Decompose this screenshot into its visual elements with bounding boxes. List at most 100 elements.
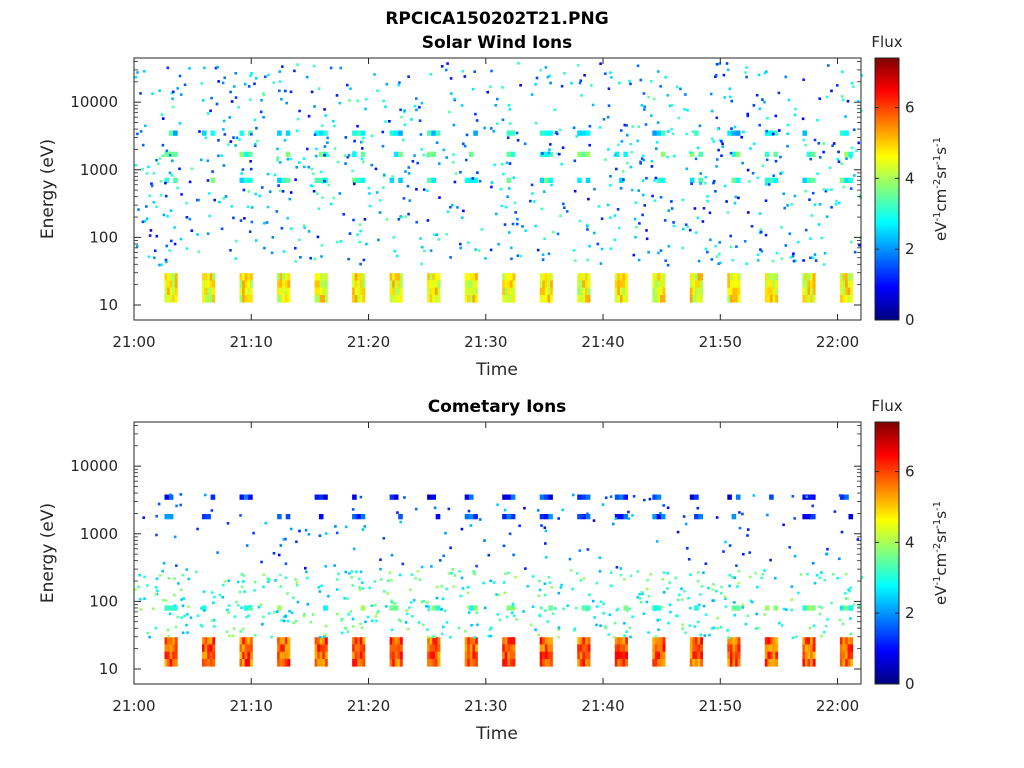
spectrogram-cell xyxy=(151,92,154,95)
spectrogram-cell xyxy=(552,230,555,234)
spectrogram-cell xyxy=(314,280,318,288)
spectrogram-cell xyxy=(266,73,270,77)
spectrogram-cell xyxy=(143,575,146,579)
spectrogram-cell xyxy=(852,603,856,606)
spectrogram-cell xyxy=(307,230,311,233)
spectrogram-cell xyxy=(709,92,713,96)
spectrogram-cell xyxy=(490,69,493,73)
spectrogram-cell xyxy=(435,233,439,237)
spectrogram-cell xyxy=(397,273,401,281)
spectrogram-cell xyxy=(699,633,702,637)
spectrogram-cell xyxy=(316,192,319,195)
spectrogram-cell xyxy=(393,151,399,157)
spectrogram-cell xyxy=(356,130,361,136)
spectrogram-cell xyxy=(211,170,214,173)
spectrogram-cell xyxy=(314,177,320,183)
spectrogram-cell xyxy=(282,280,286,288)
spectrogram-cell xyxy=(623,578,626,581)
spectrogram-cell xyxy=(312,172,315,175)
spectrogram-cell xyxy=(844,151,849,157)
spectrogram-cell xyxy=(849,240,853,244)
spectrogram-cell xyxy=(431,151,436,157)
spectrogram-cell xyxy=(403,496,406,499)
spectrogram-cell xyxy=(502,494,507,500)
spectrogram-cell xyxy=(247,644,251,652)
spectrogram-cell xyxy=(593,231,596,235)
spectrogram-cell xyxy=(723,96,726,99)
spectrogram-cell xyxy=(207,659,211,667)
spectrogram-cell xyxy=(427,273,430,281)
spectrogram-cell xyxy=(475,273,478,281)
spectrogram-cell xyxy=(830,188,833,191)
spectrogram-cell xyxy=(827,64,830,67)
spectrogram-cell xyxy=(254,192,257,196)
spectrogram-cell xyxy=(587,637,591,645)
spectrogram-cell xyxy=(389,287,393,296)
spectrogram-cell xyxy=(547,576,551,579)
spectrogram-cell xyxy=(593,187,596,191)
spectrogram-cell xyxy=(173,535,177,539)
spectrogram-cell xyxy=(599,262,603,265)
spectrogram-cell xyxy=(162,598,165,602)
spectrogram-cell xyxy=(697,637,701,645)
spectrogram-cell xyxy=(276,158,279,162)
spectrogram-cell xyxy=(850,287,854,296)
spectrogram-cell xyxy=(426,189,429,192)
spectrogram-cell xyxy=(155,205,158,209)
spectrogram-cell xyxy=(625,295,628,303)
spectrogram-cell xyxy=(622,178,625,181)
spectrogram-cell xyxy=(284,615,287,618)
spectrogram-cell xyxy=(492,581,496,584)
spectrogram-cell xyxy=(847,651,851,660)
spectrogram-cell xyxy=(407,627,410,631)
spectrogram-cell xyxy=(204,659,208,667)
spectrogram-cell xyxy=(625,651,628,660)
spectrogram-cell xyxy=(427,494,432,500)
spectrogram-cell xyxy=(614,651,618,660)
spectrogram-cell xyxy=(204,136,208,140)
spectrogram-cell xyxy=(716,128,720,131)
spectrogram-cell xyxy=(741,603,745,607)
spectrogram-cell xyxy=(662,651,666,660)
spectrogram-cell xyxy=(317,637,321,645)
spectrogram-cell xyxy=(770,637,773,645)
spectrogram-cell xyxy=(216,551,219,554)
colorbar-gradient-solar-wind xyxy=(874,57,900,321)
spectrogram-cell xyxy=(168,171,172,175)
spectrogram-cell xyxy=(272,81,276,84)
spectrogram-cell xyxy=(770,644,773,652)
spectrogram-cell xyxy=(860,74,864,77)
spectrogram-cell xyxy=(625,280,628,288)
spectrogram-cell xyxy=(348,99,351,102)
spectrogram-cell xyxy=(852,85,855,88)
spectrogram-cell xyxy=(392,295,396,303)
spectrogram-cell xyxy=(469,651,473,660)
spectrogram-cell xyxy=(467,637,471,645)
spectrogram-cell xyxy=(619,659,623,667)
spectrogram-cell xyxy=(435,130,441,136)
spectrogram-cell xyxy=(210,130,216,136)
spectrogram-cell xyxy=(652,659,656,667)
spectrogram-cell xyxy=(662,504,665,507)
spectrogram-cell xyxy=(279,644,283,652)
spectrogram-cell xyxy=(696,216,700,220)
spectrogram-cell xyxy=(839,130,845,136)
spectrogram-cell xyxy=(295,581,299,584)
spectrogram-cell xyxy=(244,651,248,660)
spectrogram-cell xyxy=(508,108,512,111)
spectrogram-cell xyxy=(623,494,628,500)
spectrogram-cell xyxy=(144,124,147,128)
spectrogram-cell xyxy=(204,651,208,660)
spectrogram-cell xyxy=(437,273,441,281)
spectrogram-cell xyxy=(475,637,478,645)
spectrogram-cell xyxy=(435,596,439,600)
spectrogram-cell xyxy=(543,593,547,597)
spectrogram-cell xyxy=(694,157,698,161)
spectrogram-cell xyxy=(565,210,569,213)
spectrogram-cell xyxy=(715,63,719,66)
spectrogram-cell xyxy=(397,637,401,645)
spectrogram-cell xyxy=(539,68,543,72)
spectrogram-cell xyxy=(841,622,845,626)
spectrogram-cell xyxy=(364,107,367,111)
